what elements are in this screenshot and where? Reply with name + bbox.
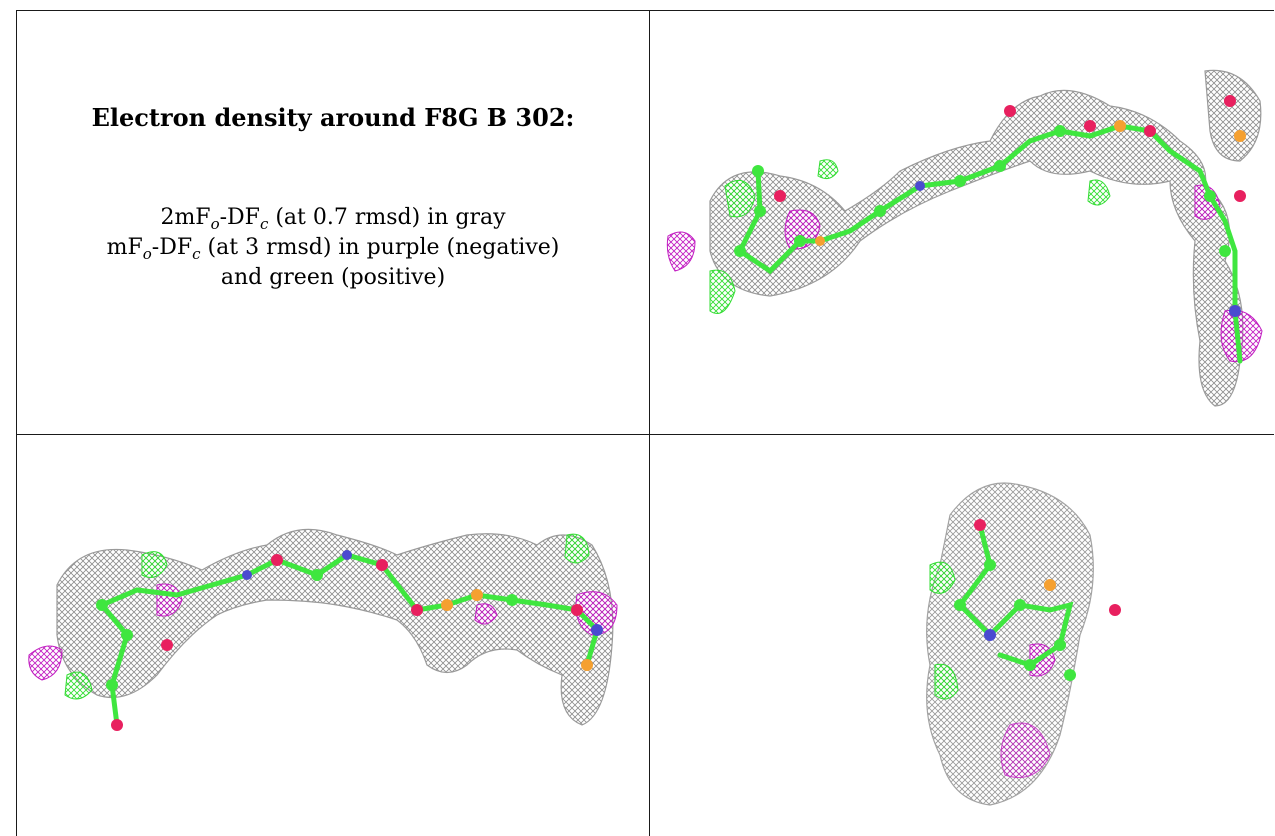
gray-mesh xyxy=(926,482,1094,806)
density-view-bottom-left xyxy=(17,435,649,836)
ligand-model xyxy=(956,522,1074,668)
ligand-model xyxy=(97,552,600,728)
legend-subscript: c xyxy=(192,245,201,263)
legend-line-positive: and green (positive) xyxy=(220,265,446,290)
caption-cell: Electron density around F8G B 302: 2mFo-… xyxy=(17,11,649,434)
figure-table: Electron density around F8G B 302: 2mFo-… xyxy=(16,10,1274,836)
density-image-3 xyxy=(926,482,1121,806)
ligand-model xyxy=(736,123,1243,364)
legend-line-2fofc: 2mFo-DFc (at 0.7 rmsd) in gray xyxy=(17,203,649,233)
map-legend: 2mFo-DFc (at 0.7 rmsd) in gray mFo-DFc (… xyxy=(17,203,649,293)
legend-subscript: o xyxy=(210,215,220,233)
positive-difference-density xyxy=(64,533,590,700)
density-view-bottom-right xyxy=(650,435,1274,836)
table-border-top xyxy=(16,10,1274,11)
positive-difference-density xyxy=(929,561,959,700)
density-image-2 xyxy=(28,528,618,731)
legend-term: mF xyxy=(106,235,143,260)
legend-term: -DF xyxy=(219,205,260,230)
density-image-1 xyxy=(666,69,1263,407)
negative-difference-density xyxy=(28,583,618,681)
legend-line-fofc: mFo-DFc (at 3 rmsd) in purple (negative) xyxy=(17,233,649,263)
legend-term: -DF xyxy=(151,235,193,260)
positive-difference-density xyxy=(709,159,1111,314)
table-border-left xyxy=(16,10,17,836)
legend-text: (at 0.7 rmsd) in gray xyxy=(268,205,506,230)
legend-subscript: o xyxy=(142,245,152,263)
table-divider-vertical xyxy=(649,10,650,836)
atoms xyxy=(96,550,603,731)
atoms xyxy=(954,519,1121,681)
legend-text: (at 3 rmsd) in purple (negative) xyxy=(200,235,560,260)
gray-mesh xyxy=(56,528,614,726)
figure-title: Electron density around F8G B 302: xyxy=(91,103,575,132)
legend-term: 2mF xyxy=(160,205,211,230)
gray-mesh xyxy=(709,69,1262,407)
atoms xyxy=(734,95,1246,317)
table-divider-horizontal xyxy=(16,434,1274,435)
density-view-top-right xyxy=(650,11,1274,434)
legend-subscript: c xyxy=(259,215,269,233)
